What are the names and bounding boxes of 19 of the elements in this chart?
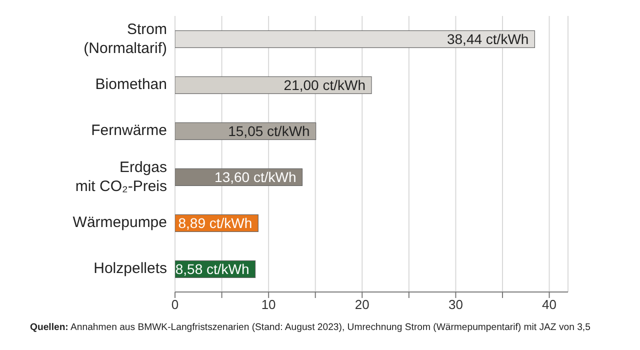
data-label: 8,89 ct/kWh: [178, 215, 252, 232]
data-label: 15,05 ct/kWh: [228, 123, 310, 140]
y-tick-label: Fernwärme: [91, 122, 167, 139]
data-label: 21,00 ct/kWh: [284, 77, 366, 94]
y-tick-label: Biomethan: [95, 76, 167, 93]
x-tick-label: 40: [542, 297, 557, 312]
x-tick-label: 20: [354, 297, 370, 312]
x-tick-label: 10: [261, 297, 276, 312]
y-tick-label: Wärmepumpe: [72, 214, 167, 231]
x-tick-label: 30: [448, 297, 463, 312]
source-note: Quellen: Annahmen aus BMWK-Langfristszenarien (Stand: August 2023), Umrechnung Strom (Wärmepumpentarif) mit JAZ von 3,5: [30, 322, 590, 333]
data-label: 38,44 ct/kWh: [446, 31, 529, 48]
y-tick-label: Holzpellets: [94, 260, 167, 277]
data-label: 8,58 ct/kWh: [175, 261, 250, 278]
bar: [175, 76, 372, 94]
data-label: 13,60 ct/kWh: [214, 169, 296, 186]
y-tick-label: Erdgas mit CO₂-Preis: [75, 158, 167, 195]
x-tick-label: 0: [171, 297, 179, 312]
y-tick-label: Strom (Normaltarif): [84, 20, 167, 57]
